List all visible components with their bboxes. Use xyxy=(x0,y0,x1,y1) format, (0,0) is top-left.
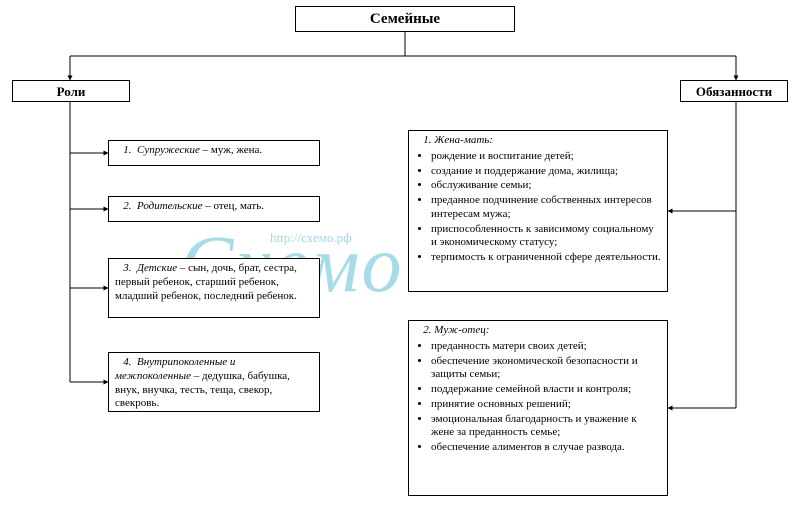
title-box: Семейные xyxy=(295,6,515,32)
watermark-url: http://схемо.рф xyxy=(270,230,352,246)
role-box-2: 2. Родительские – отец, мать. xyxy=(108,196,320,222)
role-box-1: 1. Супружеские – муж, жена. xyxy=(108,140,320,166)
role-box-3: 3. Детские – сын, дочь, брат, сестра, пе… xyxy=(108,258,320,318)
duty-box-2: 2. Муж-отец:преданность матери своих дет… xyxy=(408,320,668,496)
duty-box-1: 1. Жена-мать:рождение и воспитание детей… xyxy=(408,130,668,292)
role-box-4: 4. Внутрипоколенные и межпоколенные – де… xyxy=(108,352,320,412)
duties-header: Обязанности xyxy=(680,80,788,102)
roles-header: Роли xyxy=(12,80,130,102)
